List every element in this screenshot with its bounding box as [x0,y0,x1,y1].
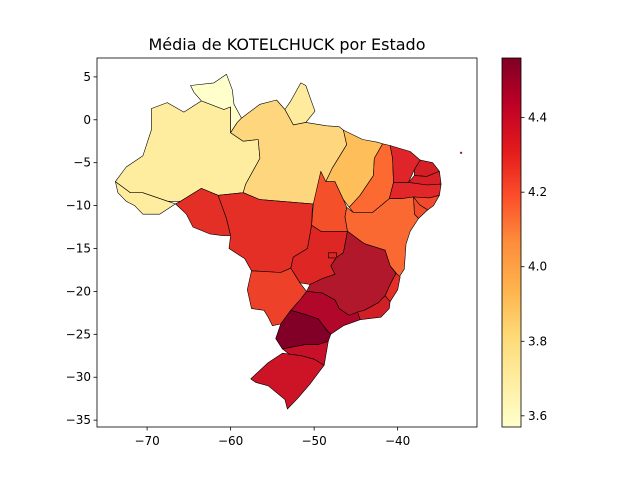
y-tick-label: −5 [73,156,91,170]
colorbar-tick-label: 4.2 [528,185,547,199]
region-ce [389,145,421,183]
y-tick-label: −20 [66,284,91,298]
x-tick-label: −50 [301,434,326,448]
colorbar-tick-label: 3.8 [528,334,547,348]
colorbar-ticks: 3.6 3.8 4.0 4.2 4.4 [521,111,547,423]
state-regions [115,74,463,410]
island-marker [460,151,463,154]
colorbar-tick-label: 3.6 [528,409,547,423]
y-tick-label: −35 [66,413,91,427]
x-tick-label: −70 [134,434,159,448]
y-tick-label: −15 [66,242,91,256]
y-tick-label: −10 [66,199,91,213]
y-tick-label: 0 [83,113,91,127]
y-tick-label: −30 [66,370,91,384]
chart-title: Média de KOTELCHUCK por Estado [149,35,426,54]
colorbar [501,57,522,428]
colorbar-tick-label: 4.4 [528,111,547,125]
x-tick-label: −60 [218,434,243,448]
region-df [327,252,338,259]
colorbar-tick-label: 4.0 [528,260,547,274]
y-tick-label: −25 [66,327,91,341]
y-tick-label: 5 [83,70,91,84]
y-axis-ticks: 5 0 −5 −10 −15 −20 −25 −30 −35 [66,70,97,427]
region-rs [250,352,325,410]
x-tick-label: −40 [385,434,410,448]
region-pe [388,182,442,199]
x-axis-ticks: −70 −60 −50 −40 [134,427,410,448]
region-pr [275,309,332,350]
